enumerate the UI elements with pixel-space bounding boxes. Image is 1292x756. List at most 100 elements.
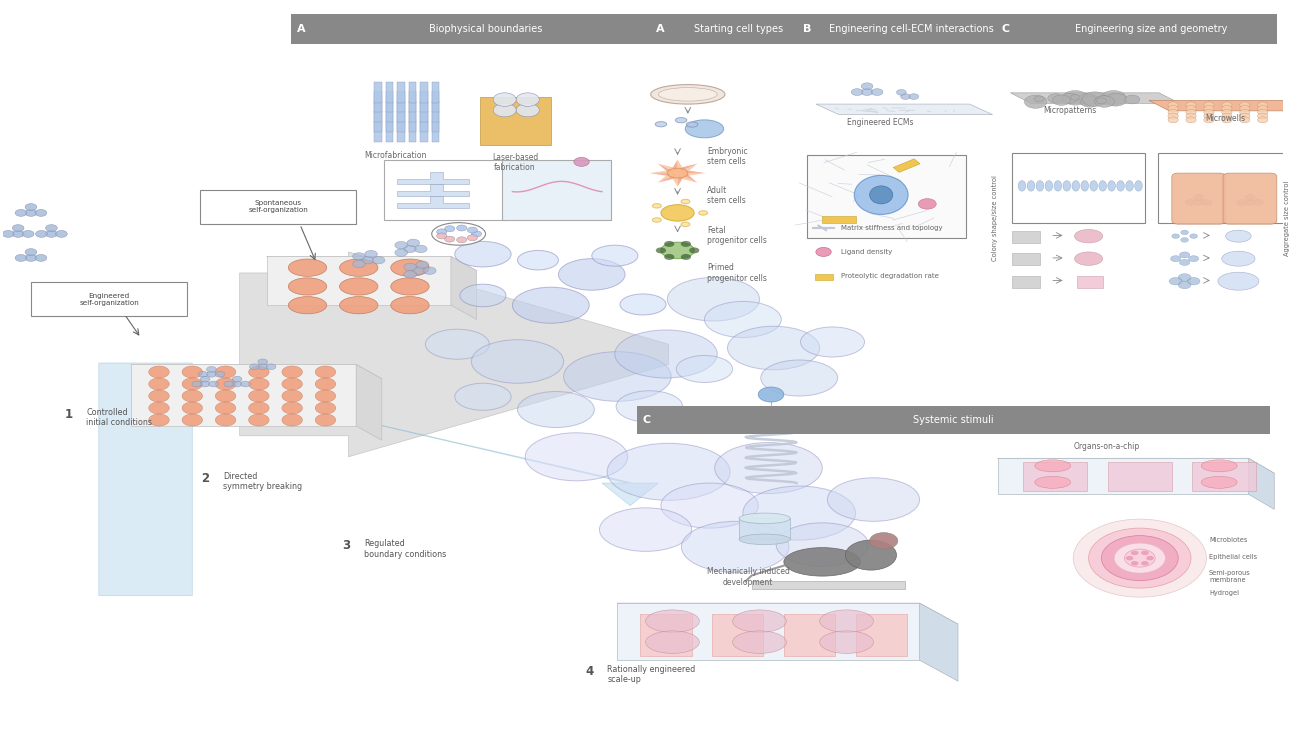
Text: 2: 2 xyxy=(202,472,209,485)
Bar xyxy=(385,121,393,141)
Circle shape xyxy=(444,226,455,232)
Circle shape xyxy=(1180,252,1190,258)
Polygon shape xyxy=(618,603,920,660)
FancyBboxPatch shape xyxy=(637,406,1270,434)
Circle shape xyxy=(1168,117,1178,122)
Circle shape xyxy=(282,390,302,402)
Text: B: B xyxy=(804,24,811,34)
Circle shape xyxy=(517,93,539,107)
Ellipse shape xyxy=(1035,460,1071,472)
Bar xyxy=(408,101,416,122)
Polygon shape xyxy=(673,160,677,173)
Ellipse shape xyxy=(460,284,506,307)
Circle shape xyxy=(412,267,425,274)
Ellipse shape xyxy=(1027,181,1035,191)
Circle shape xyxy=(1257,110,1267,116)
Circle shape xyxy=(149,378,169,390)
Circle shape xyxy=(353,260,366,268)
Ellipse shape xyxy=(558,259,625,290)
FancyBboxPatch shape xyxy=(1224,173,1276,225)
Polygon shape xyxy=(997,458,1274,473)
Circle shape xyxy=(1053,95,1070,105)
Polygon shape xyxy=(650,173,677,175)
Circle shape xyxy=(845,540,897,570)
Circle shape xyxy=(248,402,269,414)
Ellipse shape xyxy=(681,522,789,572)
Ellipse shape xyxy=(1035,476,1071,488)
Polygon shape xyxy=(239,252,668,457)
Text: Controlled
initial conditions: Controlled initial conditions xyxy=(87,408,152,427)
Bar xyxy=(432,121,439,141)
Bar xyxy=(385,101,393,122)
Text: Microbiotes: Microbiotes xyxy=(1209,537,1247,543)
Circle shape xyxy=(1186,113,1196,119)
Circle shape xyxy=(494,93,517,107)
Ellipse shape xyxy=(390,296,429,314)
Circle shape xyxy=(494,104,517,117)
FancyBboxPatch shape xyxy=(995,14,1276,44)
Ellipse shape xyxy=(1202,476,1238,488)
Circle shape xyxy=(198,371,208,377)
Bar xyxy=(397,82,404,103)
Circle shape xyxy=(664,254,674,260)
Circle shape xyxy=(36,231,48,237)
Circle shape xyxy=(1240,106,1249,112)
Circle shape xyxy=(372,256,385,264)
FancyBboxPatch shape xyxy=(481,97,550,145)
Circle shape xyxy=(258,359,267,364)
FancyBboxPatch shape xyxy=(503,160,611,221)
Circle shape xyxy=(35,209,47,216)
Bar xyxy=(1023,462,1088,491)
Ellipse shape xyxy=(390,277,429,295)
Circle shape xyxy=(25,203,36,210)
Polygon shape xyxy=(397,184,469,196)
Circle shape xyxy=(1061,93,1078,104)
Circle shape xyxy=(1194,194,1204,200)
Circle shape xyxy=(1089,528,1191,588)
Ellipse shape xyxy=(743,486,855,540)
Text: Engineering cell-ECM interactions: Engineering cell-ECM interactions xyxy=(829,24,994,34)
Circle shape xyxy=(407,239,420,246)
Ellipse shape xyxy=(340,296,379,314)
Ellipse shape xyxy=(472,339,563,383)
Circle shape xyxy=(1190,234,1198,238)
Text: Engineered
self-organization: Engineered self-organization xyxy=(79,293,140,305)
Circle shape xyxy=(1222,117,1233,122)
Ellipse shape xyxy=(686,122,698,127)
Circle shape xyxy=(1187,277,1200,285)
Circle shape xyxy=(1101,535,1178,581)
Ellipse shape xyxy=(455,383,512,411)
Ellipse shape xyxy=(761,360,837,396)
Circle shape xyxy=(681,254,691,260)
Polygon shape xyxy=(1010,93,1180,104)
Text: 3: 3 xyxy=(342,539,350,553)
Polygon shape xyxy=(130,364,382,379)
Polygon shape xyxy=(815,104,992,115)
Circle shape xyxy=(1094,96,1110,105)
Ellipse shape xyxy=(1036,181,1044,191)
Circle shape xyxy=(1253,200,1264,205)
Text: Laser-based
fabrication: Laser-based fabrication xyxy=(492,153,537,172)
Circle shape xyxy=(248,390,269,402)
Polygon shape xyxy=(357,364,382,440)
Circle shape xyxy=(919,199,937,209)
Polygon shape xyxy=(677,160,682,173)
Circle shape xyxy=(224,381,234,387)
Circle shape xyxy=(1257,102,1267,108)
Polygon shape xyxy=(997,458,1248,494)
Bar xyxy=(408,82,416,103)
Ellipse shape xyxy=(525,432,628,481)
Circle shape xyxy=(1169,277,1182,285)
Ellipse shape xyxy=(1098,181,1106,191)
Circle shape xyxy=(472,231,482,237)
Circle shape xyxy=(282,402,302,414)
Bar xyxy=(420,121,428,141)
Ellipse shape xyxy=(1134,181,1142,191)
Ellipse shape xyxy=(1125,181,1133,191)
Circle shape xyxy=(258,364,267,370)
Bar xyxy=(408,111,416,132)
Circle shape xyxy=(1079,93,1097,104)
Ellipse shape xyxy=(1107,181,1115,191)
Ellipse shape xyxy=(1116,181,1124,191)
Ellipse shape xyxy=(1075,229,1102,243)
